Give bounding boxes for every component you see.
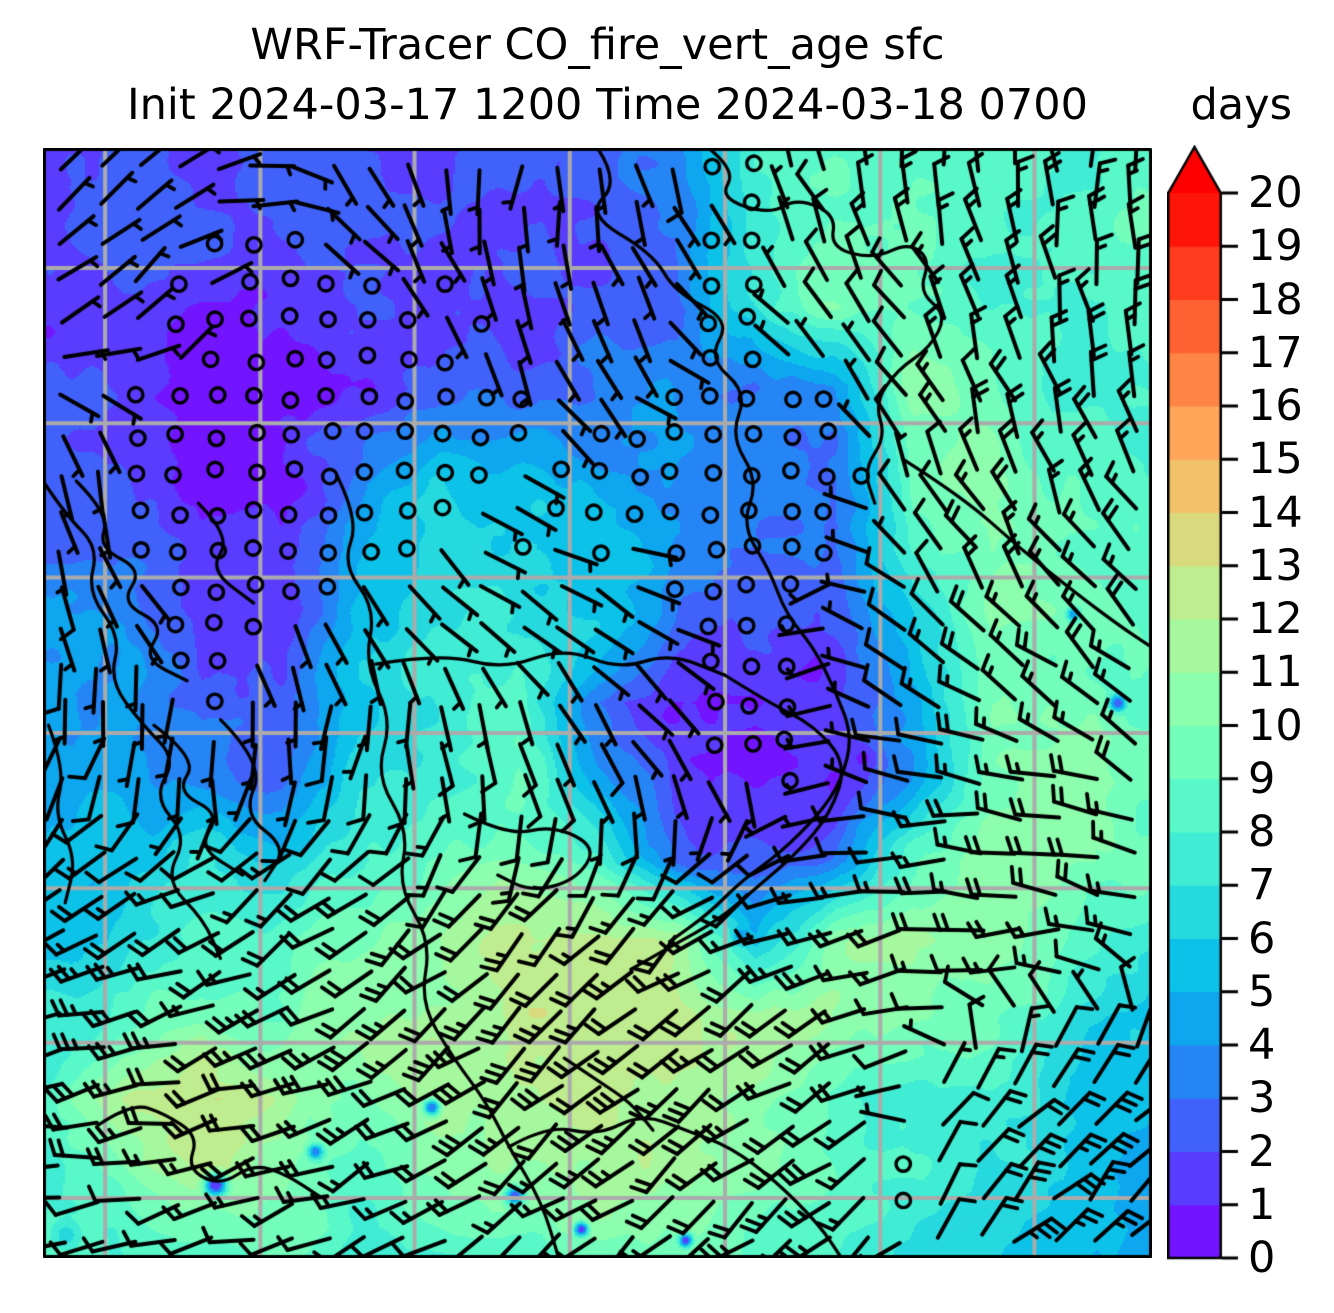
colorbar-tick-label: 12 <box>1248 594 1303 644</box>
colorbar-tick-label: 3 <box>1248 1073 1276 1124</box>
colorbar-tick-label: 19 <box>1248 221 1303 272</box>
colorbar-tick-label: 5 <box>1248 966 1276 1017</box>
colorbar-tick-label: 18 <box>1248 274 1303 325</box>
chart-title: WRF-Tracer CO_fire_vert_age sfc <box>250 20 945 70</box>
map-canvas <box>43 148 1152 1258</box>
colorbar-tick-label: 11 <box>1248 647 1303 698</box>
colorbar-tick-label: 15 <box>1248 434 1303 485</box>
colorbar-tick-label: 17 <box>1248 327 1303 378</box>
chart-subtitle: Init 2024-03-17 1200 Time 2024-03-18 070… <box>127 80 1088 130</box>
colorbar-tick-label: 20 <box>1248 168 1303 218</box>
colorbar-unit-label: days <box>1190 80 1293 130</box>
colorbar-tick-label: 6 <box>1248 913 1276 964</box>
colorbar-tick-label: 2 <box>1248 1126 1276 1177</box>
colorbar-tick-label: 9 <box>1248 753 1276 804</box>
colorbar-tick-label: 8 <box>1248 807 1276 857</box>
colorbar-tick-label: 13 <box>1248 540 1303 591</box>
colorbar-tick-label: 1 <box>1248 1179 1276 1230</box>
colorbar-tick-label: 4 <box>1248 1020 1276 1070</box>
colorbar-tick-label: 0 <box>1248 1233 1276 1283</box>
colorbar-tick-label: 10 <box>1248 700 1303 751</box>
colorbar-tick-label: 14 <box>1248 487 1303 538</box>
colorbar-tick-label: 7 <box>1248 860 1276 911</box>
colorbar-tick-label: 16 <box>1248 381 1303 431</box>
colorbar <box>1167 145 1259 1275</box>
